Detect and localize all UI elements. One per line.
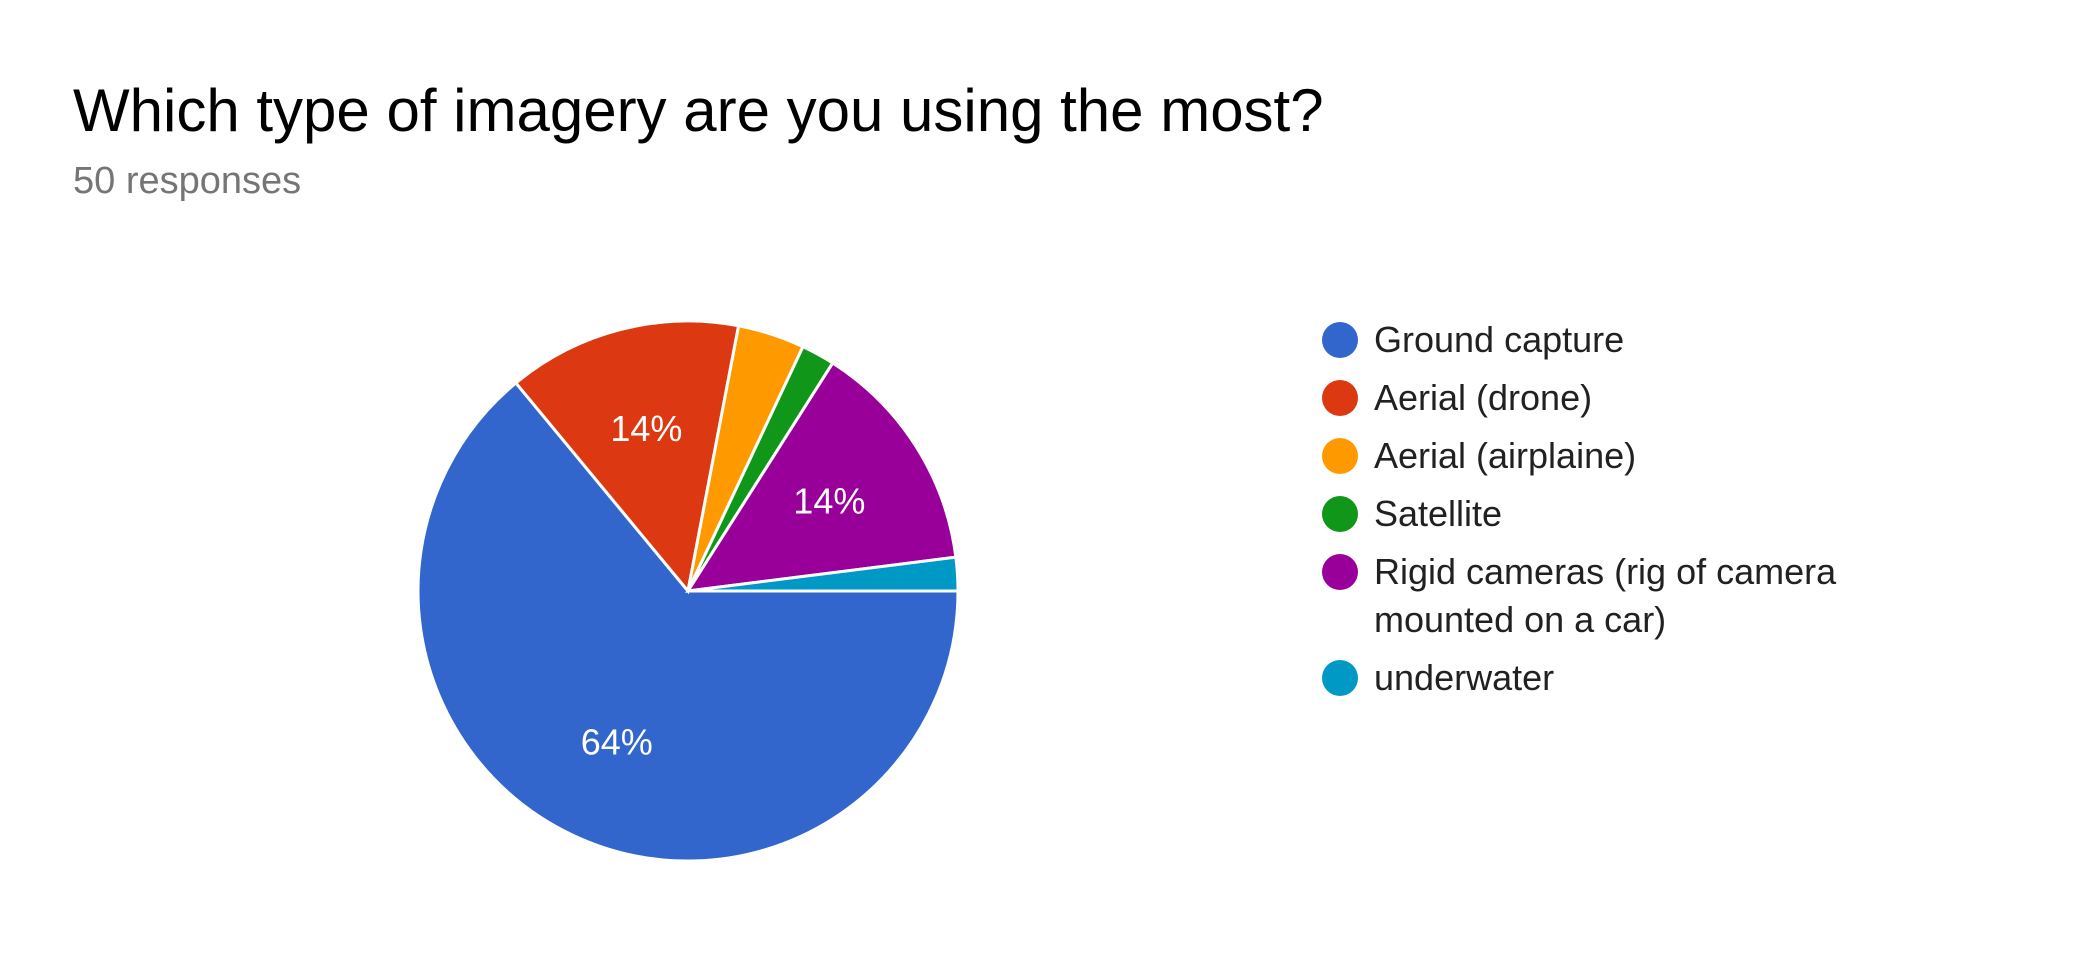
slice-value-label-0: 64% — [581, 721, 653, 762]
legend-item-4[interactable]: Rigid cameras (rig of camera mounted on … — [1322, 548, 1942, 644]
legend-label: underwater — [1374, 657, 1555, 698]
legend-color-swatch — [1322, 322, 1358, 358]
chart-title: Which type of imagery are you using the … — [73, 77, 1324, 144]
slice-value-label-4: 14% — [793, 480, 865, 521]
legend-label: Aerial (drone) — [1374, 377, 1593, 418]
legend-label: Satellite — [1374, 493, 1503, 534]
slice-value-label-1: 14% — [610, 408, 682, 449]
legend-label: Ground capture — [1374, 319, 1625, 360]
pie-chart: 64% 14% 14% — [416, 319, 960, 863]
legend-color-swatch — [1322, 380, 1358, 416]
legend-item-5[interactable]: underwater — [1322, 654, 1942, 702]
legend-color-swatch — [1322, 496, 1358, 532]
response-count: 50 responses — [73, 160, 302, 202]
legend-color-swatch — [1322, 438, 1358, 474]
pie-slice-0[interactable] — [416, 380, 960, 863]
legend-color-swatch — [1322, 554, 1358, 590]
legend-color-swatch — [1322, 660, 1358, 696]
legend-label: Aerial (airplaine) — [1374, 435, 1637, 476]
pie-slice-5[interactable] — [687, 555, 960, 593]
legend-item-2[interactable]: Aerial (airplaine) — [1322, 432, 1942, 480]
pie-slice-4[interactable] — [685, 360, 958, 593]
legend-item-1[interactable]: Aerial (drone) — [1322, 374, 1942, 422]
pie-slice-1[interactable] — [513, 319, 741, 595]
chart-legend: Ground capture Aerial (drone) Aerial (airp… — [1322, 316, 1942, 712]
legend-item-3[interactable]: Satellite — [1322, 490, 1942, 538]
legend-label: Rigid cameras (rig of camera mounted on … — [1374, 551, 1837, 640]
legend-item-0[interactable]: Ground capture — [1322, 316, 1942, 364]
